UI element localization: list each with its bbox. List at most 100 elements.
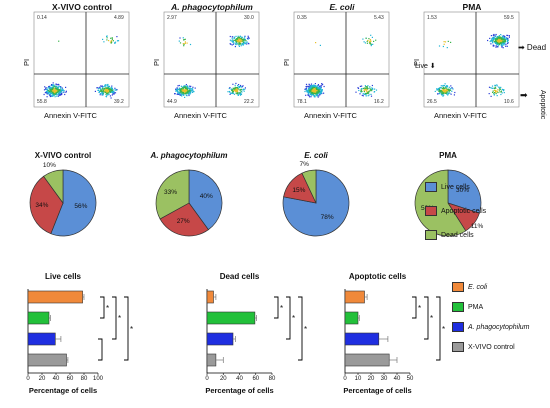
facs-event	[317, 89, 319, 91]
facs-event	[179, 91, 181, 93]
facs-event	[58, 40, 60, 42]
facs-event	[505, 45, 507, 47]
facs-event	[186, 94, 188, 96]
facs-event	[237, 93, 239, 95]
facs-event	[114, 87, 116, 89]
legend-label-apoptotic: Apoptotic cells	[441, 207, 487, 215]
facs-event	[506, 37, 508, 39]
facs-event	[504, 42, 506, 44]
facs-event	[446, 86, 448, 88]
facs-event	[491, 87, 493, 89]
facs-event	[188, 90, 190, 92]
facs-event	[56, 87, 58, 89]
facs-event	[59, 91, 61, 93]
facs-event	[320, 90, 323, 93]
facs-event	[373, 91, 375, 93]
facs-event	[59, 91, 61, 93]
facs-event	[107, 89, 109, 91]
facs-event	[492, 44, 494, 46]
facs-event	[100, 90, 102, 92]
quadrant-value-ul: 2.97	[167, 15, 177, 21]
facs-event	[187, 86, 189, 88]
facs-event	[105, 89, 107, 91]
facs-event	[232, 91, 234, 93]
facs-event	[106, 91, 108, 93]
facs-event	[110, 97, 112, 99]
facs-event	[236, 91, 238, 93]
facs-event	[53, 85, 55, 87]
facs-event	[185, 90, 187, 92]
significance-star: *	[442, 324, 446, 334]
facs-event	[43, 93, 45, 96]
facs-event	[104, 91, 106, 93]
facs-event	[369, 42, 371, 44]
facs-event	[231, 44, 233, 46]
facs-event	[115, 89, 117, 91]
facs-event	[438, 90, 440, 92]
facs-event	[506, 34, 508, 36]
facs-event	[100, 88, 102, 90]
facs-event	[185, 89, 187, 91]
facs-event	[177, 88, 179, 91]
facs-event	[366, 87, 368, 89]
facs-event	[111, 90, 113, 92]
facs-event	[497, 40, 499, 42]
facs-event	[372, 88, 374, 90]
facs-event	[106, 85, 108, 87]
facs-event	[236, 43, 238, 45]
facs-event	[111, 40, 113, 42]
facs-event	[313, 84, 315, 86]
facs-event	[229, 39, 231, 41]
facs-event	[186, 89, 188, 92]
facs-event	[490, 43, 492, 45]
facs-event	[315, 42, 317, 44]
facs-event	[248, 37, 250, 39]
facs-event	[175, 88, 177, 90]
facs-event	[445, 90, 448, 92]
facs-event	[508, 36, 510, 38]
facs-event	[239, 89, 241, 91]
facs-event	[52, 87, 54, 89]
facs-event	[106, 39, 108, 41]
facs-event	[185, 85, 187, 87]
facs-event	[500, 38, 502, 40]
facs-event	[49, 86, 51, 88]
facs-event	[181, 91, 183, 93]
facs-event	[238, 92, 240, 94]
facs-event	[178, 40, 180, 42]
facs-event	[308, 88, 310, 90]
facs-event	[189, 93, 191, 95]
facs-event	[176, 88, 178, 90]
facs-event	[316, 93, 318, 95]
pie-slice-label: 34%	[35, 201, 49, 209]
facs-event	[116, 36, 118, 38]
facs-event	[309, 88, 311, 90]
facs-event	[60, 86, 62, 88]
facs-event	[176, 93, 178, 95]
facs-event	[444, 83, 446, 85]
facs-event	[110, 91, 112, 93]
x-tick-label: 50	[406, 376, 414, 382]
facs-event	[308, 95, 310, 97]
facs-event	[60, 93, 62, 95]
legend-swatch-live	[425, 182, 437, 192]
facs-event	[53, 88, 55, 90]
facs-event	[237, 86, 239, 88]
facs-event	[239, 40, 241, 42]
facs-event	[109, 41, 112, 43]
facs-event	[369, 39, 371, 41]
facs-event	[438, 91, 440, 93]
facs-event	[451, 87, 453, 89]
facs-event	[230, 92, 232, 94]
facs-event	[111, 85, 113, 87]
facs-event	[232, 41, 234, 43]
facs-event	[247, 38, 249, 40]
facs-event	[309, 86, 311, 88]
facs-event	[183, 86, 185, 88]
facs-event	[192, 89, 194, 91]
facs-event	[229, 87, 231, 89]
facs-event	[239, 40, 241, 42]
facs-title: E. coli	[329, 2, 355, 12]
facs-event	[442, 89, 444, 91]
facs-event	[447, 94, 449, 96]
